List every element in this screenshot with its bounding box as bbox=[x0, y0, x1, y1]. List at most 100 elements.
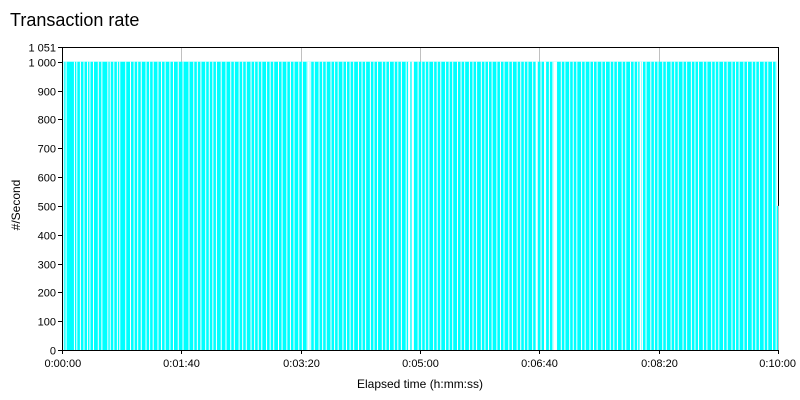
bar-gap-26 bbox=[164, 61, 166, 351]
bar-gap-149 bbox=[662, 61, 664, 351]
bar-gap-32 bbox=[193, 61, 195, 351]
bar-gap-33 bbox=[196, 61, 198, 351]
bar-gap-6 bbox=[87, 61, 89, 351]
x-axis-title: Elapsed time (h:mm:ss) bbox=[357, 377, 483, 391]
bar-gap-12 bbox=[109, 61, 111, 351]
bar-gap-125 bbox=[564, 61, 566, 351]
bar-gap-83 bbox=[397, 61, 399, 351]
x-tick-label-0: 0:00:00 bbox=[45, 358, 82, 370]
bar-gap-3 bbox=[76, 61, 78, 351]
bar-gap-66 bbox=[330, 61, 332, 351]
bar-gap-172 bbox=[755, 61, 757, 351]
bar-gap-23 bbox=[152, 61, 154, 351]
bar-gap-142 bbox=[633, 61, 635, 351]
bar-gap-5 bbox=[83, 61, 85, 351]
bar-wide-gap-6 bbox=[639, 61, 642, 351]
bar-gap-146 bbox=[650, 61, 652, 351]
bar-gap-18 bbox=[133, 61, 135, 351]
y-tick-label-8: 800 bbox=[38, 115, 56, 127]
bar-gap-2 bbox=[73, 61, 75, 351]
bar-gap-130 bbox=[584, 61, 586, 351]
bar-gap-30 bbox=[182, 61, 184, 351]
bar-gap-165 bbox=[726, 61, 728, 351]
x-tick-label-4: 0:06:40 bbox=[521, 358, 558, 370]
bar-gap-92 bbox=[433, 61, 435, 351]
bar-gap-124 bbox=[560, 61, 562, 351]
bar-gap-143 bbox=[637, 61, 639, 351]
bar-gap-28 bbox=[172, 61, 174, 351]
bar-gap-150 bbox=[665, 61, 667, 351]
bar-gap-72 bbox=[353, 61, 355, 351]
bar-gap-140 bbox=[625, 61, 627, 351]
bar-gap-11 bbox=[107, 61, 109, 351]
bar-gap-79 bbox=[381, 61, 383, 351]
bar-gap-162 bbox=[714, 61, 716, 351]
bars-layer bbox=[63, 61, 778, 351]
bar-gap-157 bbox=[694, 61, 696, 351]
bar-gap-48 bbox=[257, 61, 259, 351]
bar-gap-55 bbox=[286, 61, 288, 351]
bar-gap-100 bbox=[464, 61, 466, 351]
bar-gap-148 bbox=[657, 61, 659, 351]
bar-gap-82 bbox=[393, 61, 395, 351]
bar-gap-159 bbox=[702, 61, 704, 351]
bar-gap-156 bbox=[690, 61, 692, 351]
bar-gap-106 bbox=[488, 61, 490, 351]
bar-gap-114 bbox=[520, 61, 522, 351]
bar-gap-91 bbox=[428, 61, 430, 351]
bar-gap-113 bbox=[516, 61, 518, 351]
bar-gap-116 bbox=[527, 61, 529, 351]
bar-gap-177 bbox=[775, 61, 777, 351]
bar-gap-42 bbox=[233, 61, 235, 351]
bar-gap-137 bbox=[613, 61, 615, 351]
bar-gap-115 bbox=[523, 61, 525, 351]
bar-gap-154 bbox=[682, 61, 684, 351]
bar-gap-122 bbox=[552, 61, 554, 351]
bar-gap-68 bbox=[337, 61, 339, 351]
bar-gap-46 bbox=[250, 61, 252, 351]
bar-gap-8 bbox=[93, 61, 95, 351]
bar-gap-35 bbox=[205, 61, 207, 351]
bar-gap-138 bbox=[616, 61, 618, 351]
bar-gap-44 bbox=[242, 61, 244, 351]
bar-gap-103 bbox=[476, 61, 478, 351]
bar-gap-121 bbox=[548, 61, 550, 351]
bar-gap-21 bbox=[145, 61, 147, 351]
bar-gap-102 bbox=[472, 61, 474, 351]
bar-gap-110 bbox=[503, 61, 505, 351]
bar-wide-gap-5 bbox=[553, 61, 557, 351]
bar-gap-166 bbox=[731, 61, 733, 351]
bar-gap-61 bbox=[310, 61, 312, 351]
bar-gap-132 bbox=[593, 61, 595, 351]
bar-gap-49 bbox=[261, 61, 263, 351]
bar-gap-56 bbox=[289, 61, 291, 351]
bar-gap-144 bbox=[641, 61, 643, 351]
bar-gap-158 bbox=[698, 61, 700, 351]
bar-wide-gap-0 bbox=[307, 61, 310, 351]
bar-gap-141 bbox=[630, 61, 632, 351]
bar-gap-24 bbox=[157, 61, 159, 351]
bar-gap-161 bbox=[711, 61, 713, 351]
bar-gap-10 bbox=[101, 61, 103, 351]
bar-gap-69 bbox=[342, 61, 344, 351]
y-tick-label-11: 1 051 bbox=[28, 43, 56, 55]
bar-gap-160 bbox=[706, 61, 708, 351]
y-tick-label-4: 400 bbox=[38, 231, 56, 243]
bar-gap-109 bbox=[499, 61, 501, 351]
bar-gap-95 bbox=[445, 61, 447, 351]
bar-gap-64 bbox=[322, 61, 324, 351]
bar-gap-112 bbox=[511, 61, 513, 351]
bar-gap-139 bbox=[621, 61, 623, 351]
chart-title: Transaction rate bbox=[10, 10, 140, 30]
labels-layer: 0 100 200 300 400 500 600 700 800 900 1 000 1 051 0:… bbox=[28, 43, 796, 371]
bar-gap-93 bbox=[436, 61, 438, 351]
bar-gap-81 bbox=[388, 61, 390, 351]
bar-gap-136 bbox=[609, 61, 611, 351]
bar-gap-153 bbox=[677, 61, 679, 351]
bar-gap-90 bbox=[424, 61, 426, 351]
bar-gap-51 bbox=[269, 61, 271, 351]
bar-gap-57 bbox=[293, 61, 295, 351]
bar-gap-39 bbox=[220, 61, 222, 351]
bar-gap-152 bbox=[674, 61, 676, 351]
